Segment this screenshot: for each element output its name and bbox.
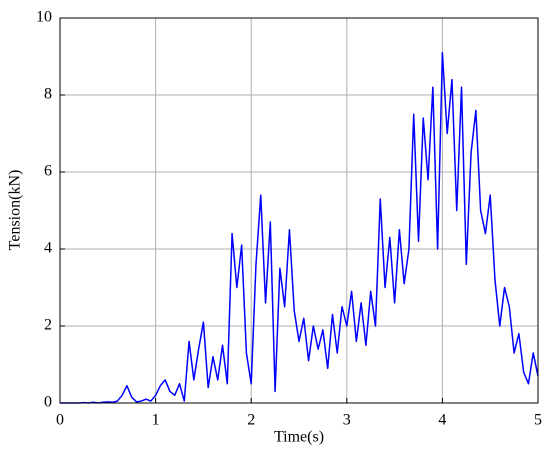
y-tick-label: 10 <box>36 9 52 26</box>
y-tick-label: 0 <box>44 394 52 411</box>
x-tick-label: 3 <box>343 412 351 429</box>
data-line <box>60 51 539 404</box>
x-tick-label: 4 <box>438 412 446 429</box>
plot-frame <box>59 17 539 404</box>
x-axis-label: Time(s) <box>274 429 324 446</box>
y-tick-label: 4 <box>44 240 52 257</box>
x-tick-label: 2 <box>247 412 255 429</box>
y-tick-label: 2 <box>44 317 52 334</box>
y-tick-label: 8 <box>44 86 52 103</box>
y-axis-label: Tension(kN) <box>7 170 24 251</box>
x-tick-label: 1 <box>152 412 160 429</box>
x-tick-label: 0 <box>56 412 64 429</box>
y-tick-label: 6 <box>44 163 52 180</box>
x-tick-label: 5 <box>534 412 542 429</box>
